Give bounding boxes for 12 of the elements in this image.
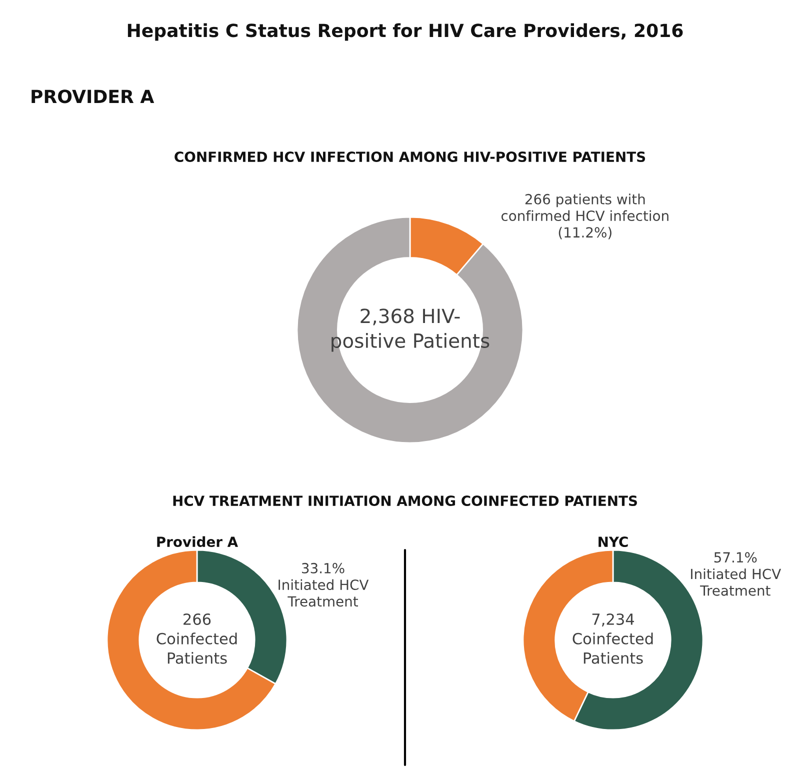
text: 2,368 HIV- positive Patients — [332, 308, 490, 352]
chart-title: NYC — [598, 536, 628, 548]
text: PROVIDER A — [32, 90, 154, 104]
text: HCV TREATMENT INITIATION AMONG COINFECTED PATIENTS — [173, 496, 637, 506]
slice-label: 266 patients with confirmed HCV infection (11.2%) — [501, 194, 668, 240]
chart-title: CONFIRMED HCV INFECTION AMONG HIV-POSITIVE PATIENTS — [174, 152, 646, 162]
text: Hepatitis C Status Report for HIV Care Providers, 2016 — [128, 23, 683, 41]
slice-label: 33.1% Initiated HCV Treatment — [278, 562, 369, 607]
slice-label: 57.1% Initiated HCV Treatment — [691, 552, 782, 596]
text: 266 Coinfected Patients — [156, 613, 237, 664]
chart-title: Provider A — [157, 536, 238, 548]
text: 7,234 Coinfected Patients — [572, 613, 653, 664]
